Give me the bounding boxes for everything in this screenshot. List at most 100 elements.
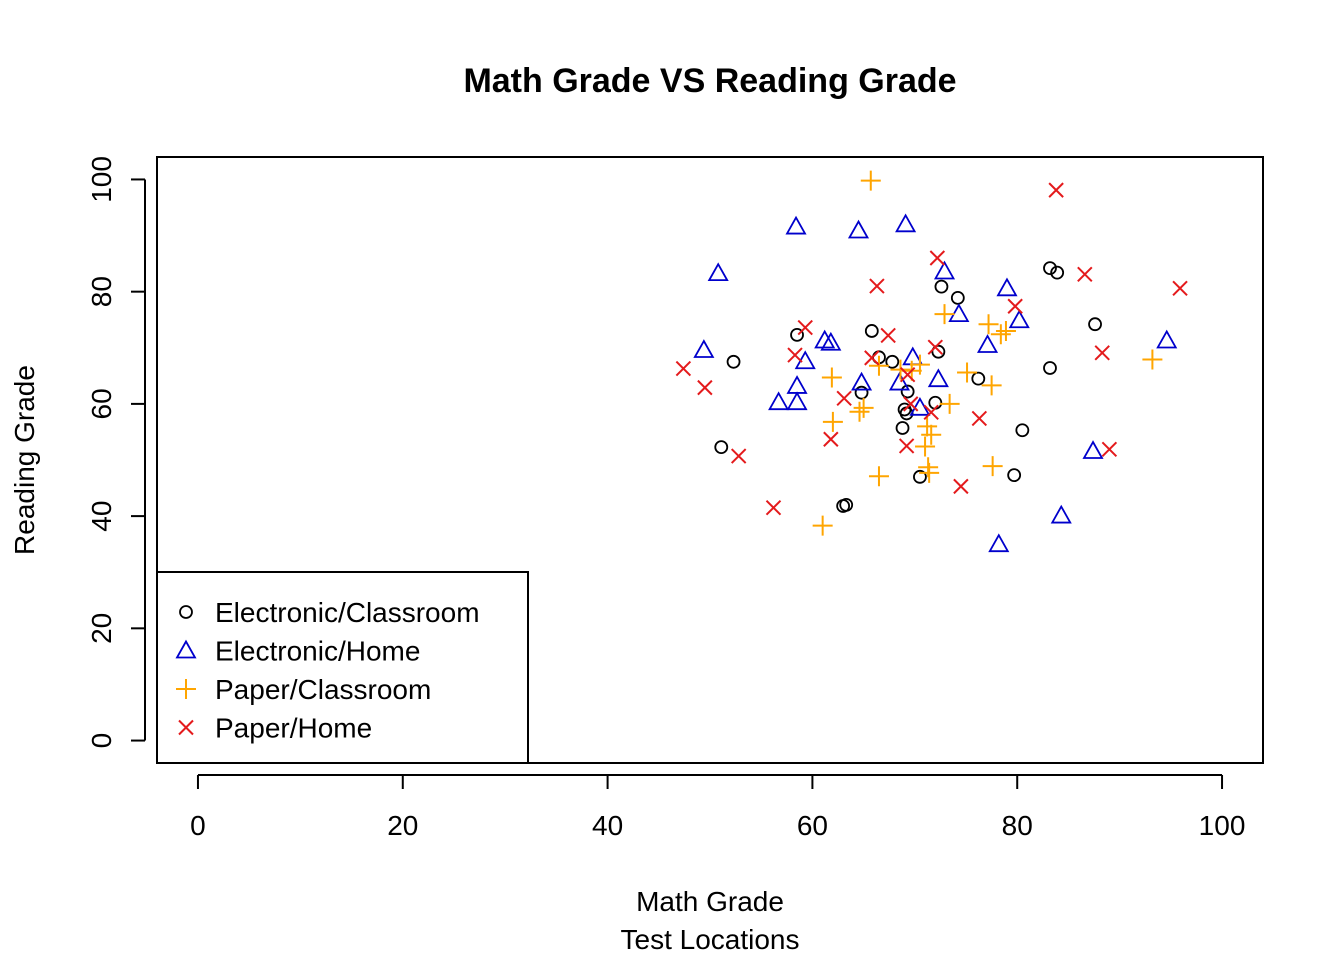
data-point-electronic-home [707,262,729,282]
data-point-paper-home [797,319,813,336]
data-point-paper-classroom [978,314,999,335]
data-point-paper-home [929,250,946,266]
data-point-paper-home [898,438,915,454]
data-point-paper-home [1172,280,1188,297]
legend-marker-electronic-classroom [179,605,193,619]
y-axis: 0 20 40 60 80 100 [86,156,146,749]
data-point-paper-classroom [917,416,938,437]
data-point-paper-classroom [939,393,960,414]
data-point-paper-classroom [822,411,843,432]
data-point-electronic-classroom [897,402,912,417]
y-tick-label: 20 [86,613,117,644]
data-point-electronic-home [820,331,842,351]
data-point-paper-home [1048,182,1064,198]
y-tick-label: 60 [86,388,117,419]
x-tick-label: 0 [190,810,206,841]
data-point-electronic-home [988,533,1010,553]
data-point-paper-classroom [890,359,911,380]
data-point-paper-home [730,448,747,464]
data-point-electronic-home [1008,309,1030,329]
x-tick-label: 100 [1199,810,1246,841]
data-point-electronic-classroom [790,327,804,342]
data-point-paper-home [899,367,916,383]
data-point-paper-classroom [918,457,939,478]
data-point-paper-home [971,410,988,427]
data-point-paper-home [697,379,713,396]
y-tick-label: 80 [86,276,117,307]
data-point-paper-home [1101,441,1118,458]
data-point-paper-classroom [1142,349,1163,370]
data-point-electronic-classroom [971,371,986,386]
data-point-paper-home [880,327,896,344]
data-point-paper-classroom [990,324,1011,345]
data-point-paper-home [864,350,880,366]
data-point-electronic-home [976,334,999,353]
data-point-electronic-classroom [913,469,927,484]
data-point-electronic-classroom [714,440,729,454]
plot-frame [156,156,1264,764]
data-point-electronic-classroom [1015,423,1030,438]
data-point-paper-classroom [812,515,833,536]
data-point-paper-classroom [849,401,870,422]
y-tick-label: 40 [86,501,117,532]
legend-label-electronic-home: Electronic/Home [215,636,420,667]
data-point-electronic-classroom [726,354,741,369]
data-point-electronic-classroom [950,290,965,305]
x-tick-label: 80 [1002,810,1033,841]
data-point-paper-classroom [921,424,942,445]
legend-marker-paper-classroom [176,679,196,699]
y-axis-label: Reading Grade [9,365,40,555]
data-point-electronic-home [851,371,873,391]
data-point-paper-home [1094,345,1110,361]
data-point-electronic-home [933,260,956,280]
data-points [675,170,1188,553]
y-tick-label: 100 [86,156,117,203]
data-point-electronic-classroom [854,385,869,400]
data-point-paper-classroom [860,170,881,191]
data-point-electronic-home [996,277,1018,297]
data-point-electronic-classroom [900,384,915,399]
data-point-electronic-classroom [931,344,946,359]
data-point-electronic-home [895,213,917,233]
x-axis-label: Math Grade [636,886,784,917]
data-point-electronic-home [786,391,808,411]
data-point-electronic-home [1156,329,1178,349]
legend: Electronic/Classroom Electronic/Home Paper… [156,571,529,764]
data-point-paper-classroom [853,397,874,418]
legend-label-paper-home: Paper/Home [215,713,372,744]
data-point-electronic-home [927,368,949,388]
data-point-paper-classroom [909,354,930,375]
y-tick-label: 0 [86,733,117,749]
data-point-paper-home [869,278,885,294]
legend-marker-paper-home [178,719,194,736]
data-point-paper-classroom [868,355,889,376]
data-point-paper-classroom [982,456,1003,477]
data-point-electronic-classroom [934,279,949,294]
data-point-electronic-classroom [1050,265,1065,280]
data-point-paper-classroom [957,362,978,383]
data-point-electronic-classroom [1043,261,1057,276]
data-point-paper-home [1007,298,1023,314]
x-axis-sublabel: Test Locations [621,924,800,955]
data-point-paper-home [923,404,939,421]
x-axis: 0 20 40 60 80 100 [190,774,1246,841]
legend-label-electronic-classroom: Electronic/Classroom [215,597,480,628]
data-point-paper-classroom [915,436,936,457]
data-point-electronic-home [888,371,910,391]
x-tick-label: 40 [592,810,623,841]
data-point-paper-home [927,339,944,355]
x-tick-label: 60 [797,810,828,841]
legend-label-paper-classroom: Paper/Classroom [215,674,431,705]
data-point-electronic-classroom [1007,468,1022,483]
data-point-paper-home [823,431,839,447]
data-point-paper-home [836,390,852,406]
data-point-paper-classroom [821,367,842,388]
legend-marker-electronic-home [175,639,197,659]
data-point-electronic-home [1082,440,1104,459]
data-point-electronic-classroom [895,421,910,435]
data-point-paper-classroom [995,320,1016,341]
data-point-paper-classroom [868,466,889,487]
data-point-paper-classroom [934,304,955,325]
